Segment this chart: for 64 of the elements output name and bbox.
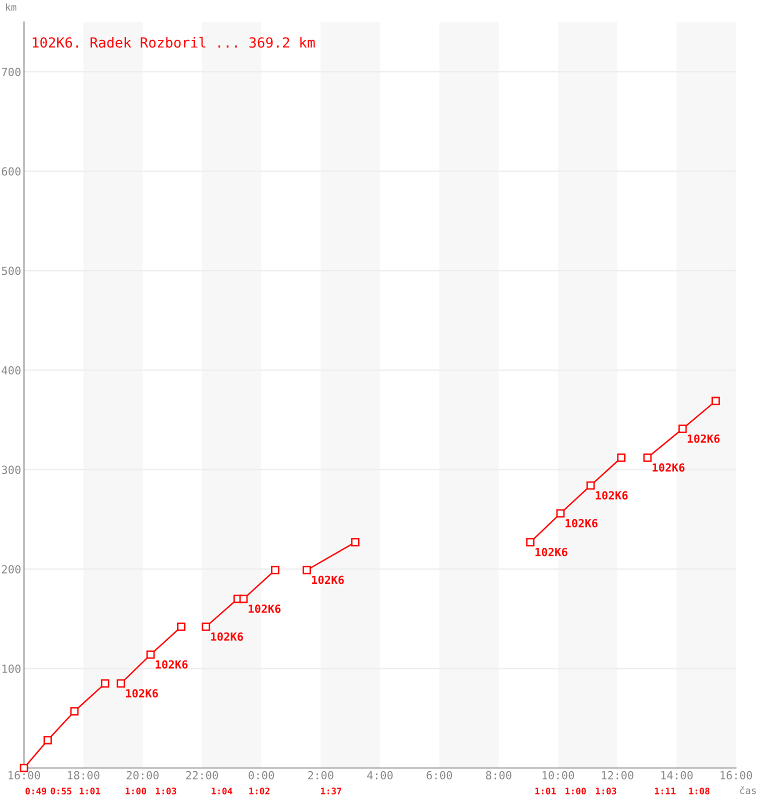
x-tick-label: 8:00: [486, 771, 512, 780]
text: 0:49: [26, 788, 46, 794]
point: [351, 538, 360, 546]
x-tick-label: 2:00: [308, 771, 334, 780]
annotation: 102K6: [126, 689, 158, 698]
y-tick-label: 500: [2, 266, 20, 276]
point: [70, 707, 79, 716]
x-tick-label: 14:00: [661, 771, 693, 780]
annotation: 102K6: [211, 632, 243, 641]
y-tick-label: 300: [2, 466, 20, 474]
point: [100, 679, 110, 688]
annotation: 102K6: [536, 548, 568, 556]
point: [271, 566, 280, 574]
y-tick-label: 100: [2, 664, 20, 673]
x-tick-label: 0:00: [248, 771, 274, 780]
y-axis-title: km: [6, 3, 16, 11]
point: [44, 736, 52, 744]
x-tick-label: 10:00: [542, 771, 574, 780]
text: 1:00: [126, 788, 146, 794]
text: 1:03: [596, 788, 616, 794]
text: 1:01: [535, 788, 556, 794]
annotation: 102K6: [566, 519, 598, 528]
text: 1:00: [566, 788, 586, 794]
annotation: 102K6: [312, 576, 344, 584]
point: [146, 650, 155, 659]
text: 1:04: [212, 788, 232, 794]
text: 1:11: [655, 788, 676, 794]
x-tick-label: 16:00: [8, 771, 40, 780]
annotation: 102K6: [596, 491, 628, 500]
text: 102K6. Radek Rozboril ... 369.2 km: [32, 36, 315, 48]
point: [116, 679, 126, 688]
x-tick-label: 16:00: [720, 771, 752, 780]
annotation: 102K6: [652, 463, 685, 472]
y-tick-label: 700: [2, 68, 20, 76]
text: 0:55: [50, 788, 72, 794]
text: 1:01: [80, 788, 100, 794]
annotation: 102K6: [688, 434, 720, 443]
point: [617, 453, 626, 462]
text: 1:08: [689, 788, 710, 794]
x-tick-label: 18:00: [68, 771, 100, 780]
x-tick-label: 6:00: [426, 771, 452, 780]
x-tick-label: 4:00: [367, 771, 393, 780]
x-tick-label: 22:00: [186, 771, 218, 780]
x-tick-label: 12:00: [602, 771, 634, 780]
y-tick-label: 600: [2, 167, 20, 176]
point: [643, 453, 652, 462]
point: [712, 396, 720, 406]
point: [177, 622, 186, 631]
x-tick-label: 20:00: [126, 771, 159, 780]
x-axis-title: čas: [740, 786, 756, 794]
text: 1:02: [249, 788, 270, 794]
point: [556, 509, 565, 518]
point: [678, 424, 687, 433]
point: [526, 538, 534, 546]
point: [302, 566, 311, 574]
y-tick-label: 200: [2, 565, 20, 574]
point: [586, 481, 595, 490]
annotation: 102K6: [248, 604, 281, 613]
annotation: 102K6: [156, 660, 188, 669]
y-tick-label: 400: [2, 366, 20, 375]
text: 1:03: [156, 788, 176, 794]
point: [239, 594, 248, 604]
text: 1:37: [321, 788, 342, 794]
point: [202, 622, 210, 631]
